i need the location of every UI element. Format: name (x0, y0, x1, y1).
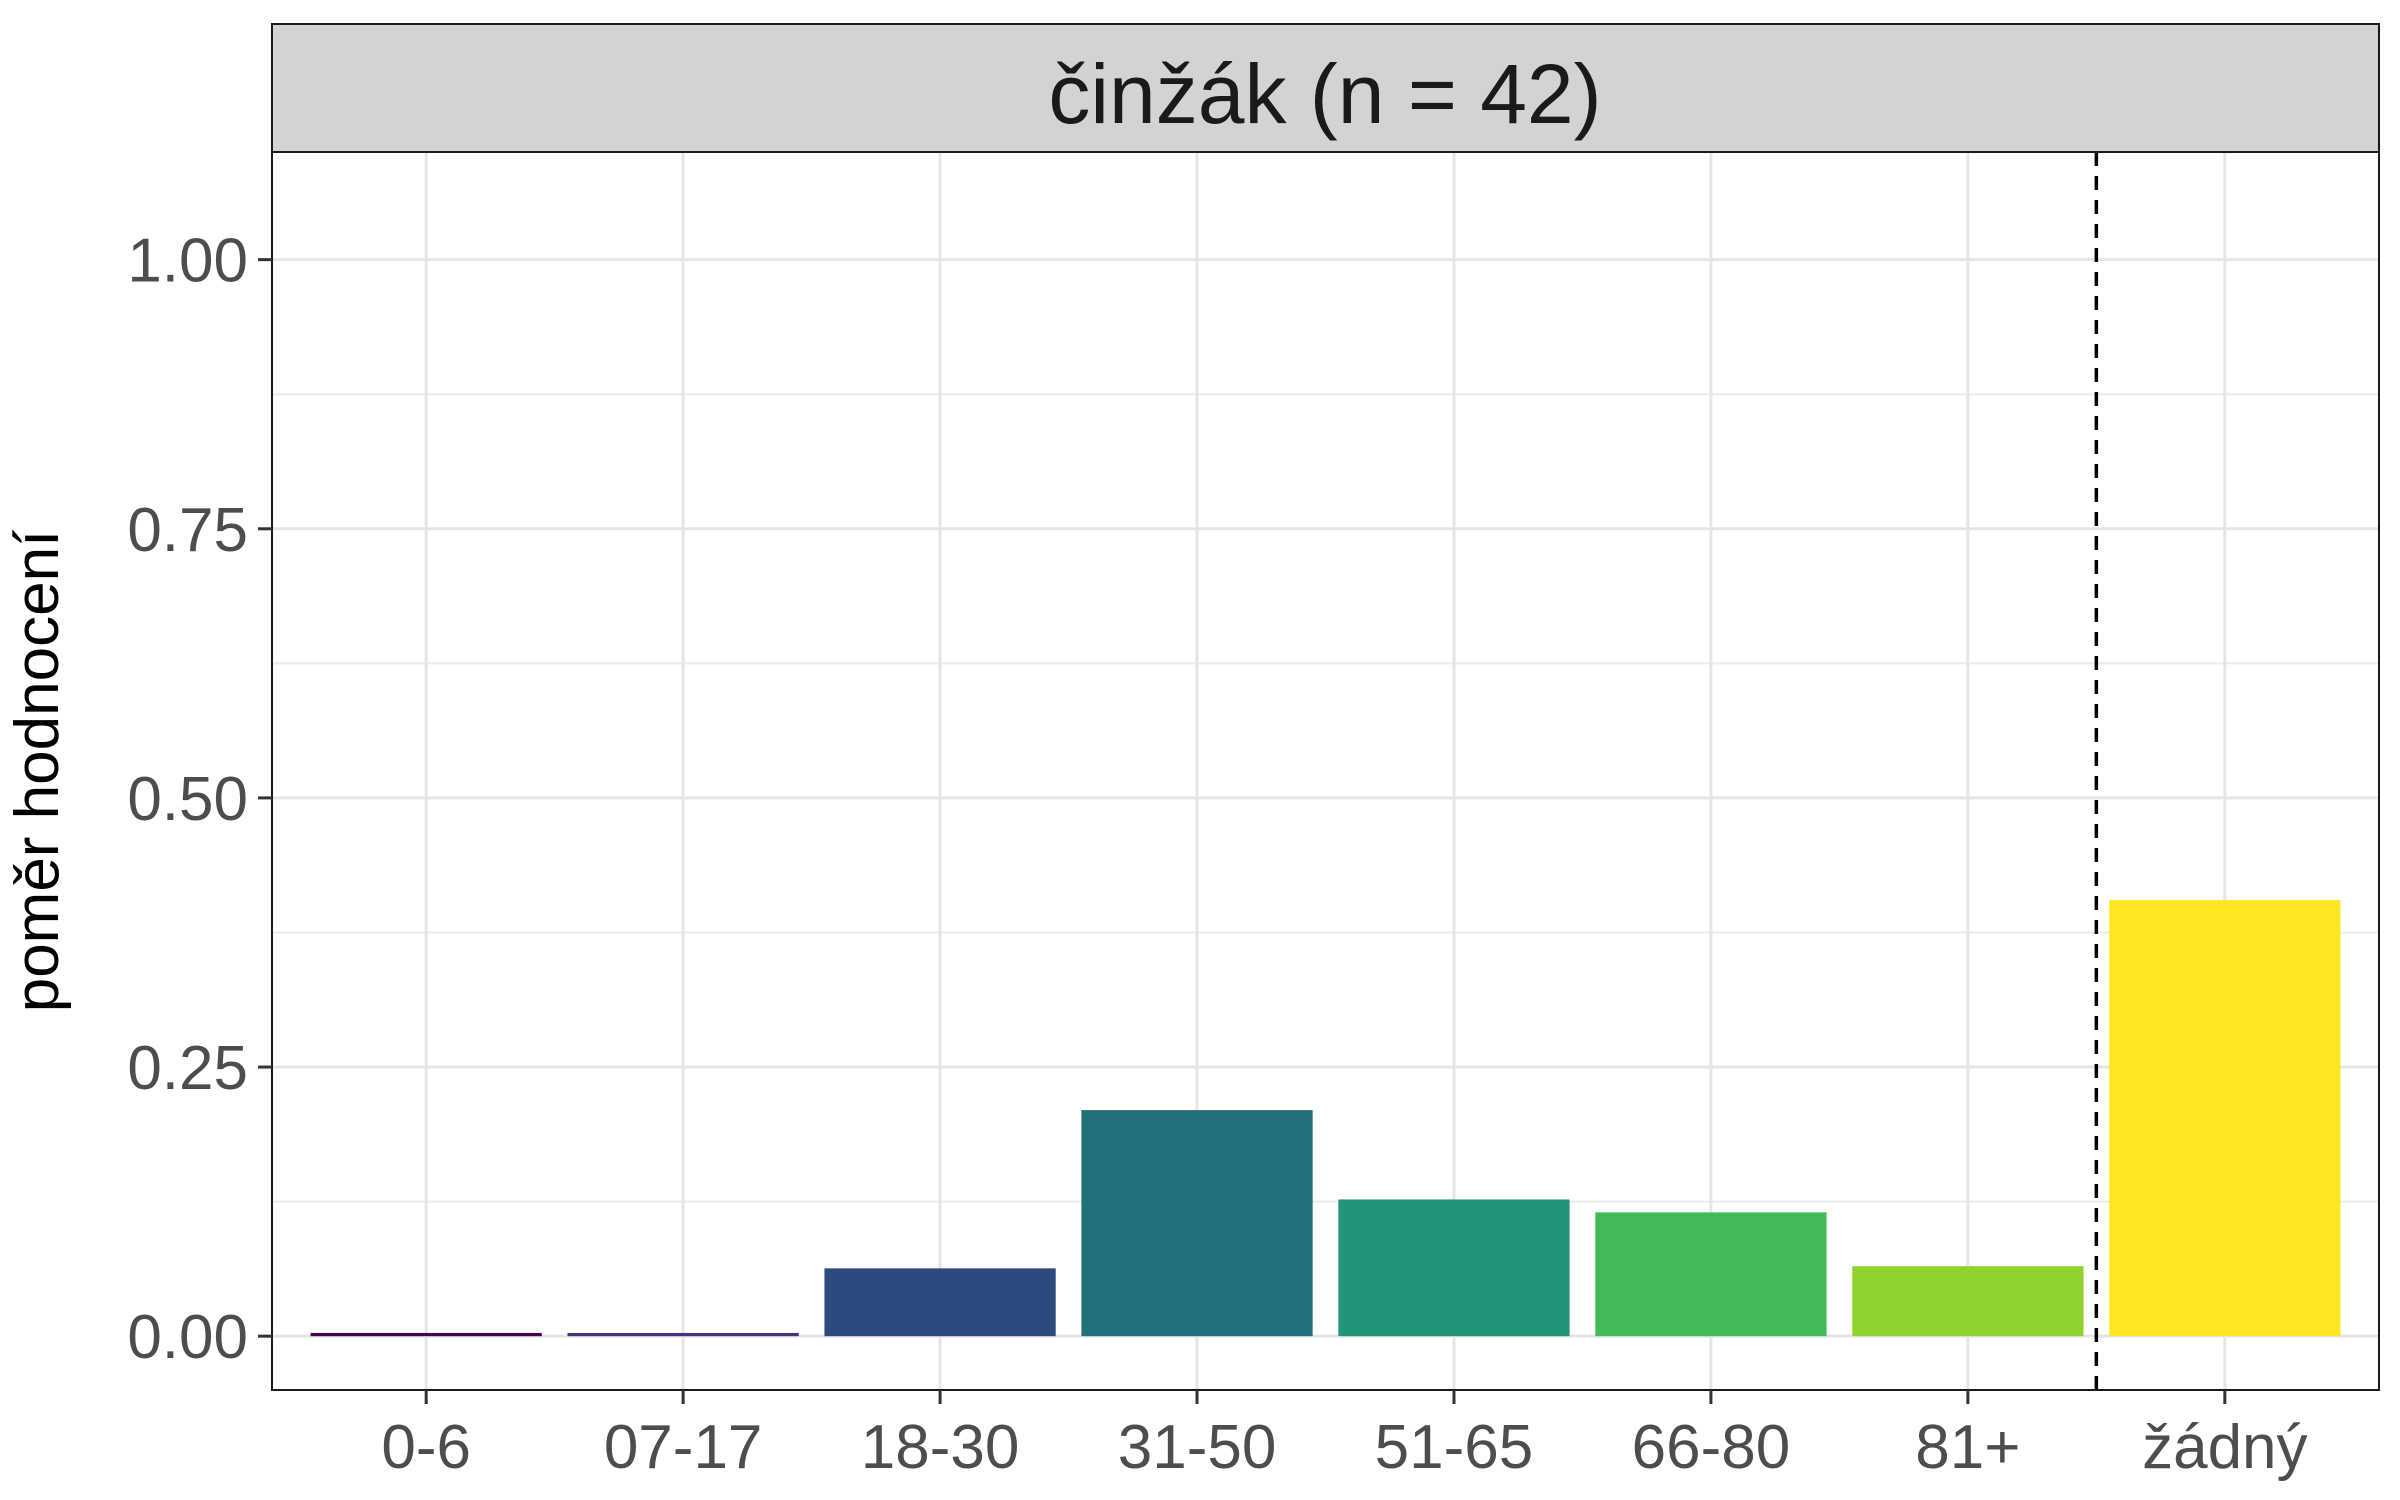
bar-07-17 (567, 1332, 799, 1337)
y-axis: 0.00 0.25 0.50 0.75 1.00 (127, 227, 272, 1372)
x-tick-label: 81+ (1915, 1413, 2020, 1482)
y-tick-label: 1.00 (127, 227, 248, 296)
chart-title: činžák (n = 42) (1048, 47, 1601, 141)
y-axis-title: poměr hodnocení (3, 530, 72, 1013)
y-tick-label: 0.25 (127, 1034, 248, 1103)
x-tick-label: 31-50 (1118, 1413, 1277, 1482)
x-tick-label: 18-30 (861, 1413, 1020, 1482)
y-tick-label: 0.75 (127, 496, 248, 565)
bar-51-65 (1338, 1199, 1570, 1337)
bar-18-30 (824, 1268, 1056, 1337)
plot-panel-border (271, 151, 2380, 1391)
gridlines (272, 152, 2379, 1390)
bar-31-50 (1081, 1110, 1313, 1337)
bar-81+ (1852, 1266, 2084, 1337)
y-tick-label: 0.00 (127, 1303, 248, 1372)
bar-66-80 (1595, 1212, 1827, 1337)
x-tick-label: žádný (2142, 1413, 2307, 1482)
bar-žádný (2109, 900, 2341, 1337)
x-tick-label: 0-6 (381, 1413, 471, 1482)
x-axis: 0-6 07-17 18-30 31-50 51-65 66-80 81+ žádný (381, 1390, 2308, 1482)
x-tick-label: 66-80 (1632, 1413, 1791, 1482)
x-tick-label: 07-17 (604, 1413, 763, 1482)
bars (310, 900, 2341, 1337)
y-tick-label: 0.50 (127, 765, 248, 834)
x-tick-label: 51-65 (1375, 1413, 1534, 1482)
bar-0-6 (310, 1332, 542, 1337)
facet-strip (271, 23, 2380, 153)
